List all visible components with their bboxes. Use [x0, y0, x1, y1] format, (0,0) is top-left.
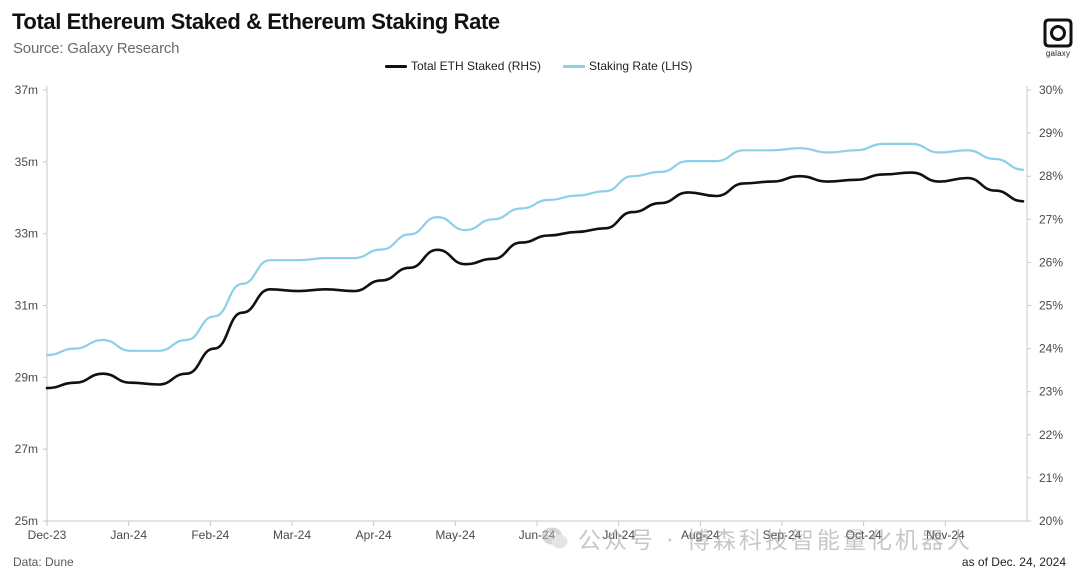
- right-axis-tick-label: 24%: [1039, 342, 1063, 356]
- right-axis-tick-label: 20%: [1039, 514, 1063, 528]
- right-axis-tick-label: 29%: [1039, 126, 1063, 140]
- chart-legend: Total ETH Staked (RHS) Staking Rate (LHS…: [385, 58, 692, 74]
- chart-title: Total Ethereum Staked & Ethereum Staking…: [12, 9, 500, 34]
- series-layer: [45, 142, 1025, 390]
- watermark: 公众号 · 博森科技智能量化机器人: [540, 520, 973, 556]
- as-of-date-note: as of Dec. 24, 2024: [961, 555, 1066, 569]
- right-axis-tick-label: 27%: [1039, 212, 1063, 226]
- axes-layer: 25m 27m 29m 31m 33m 35m 37m 20% 21% 22% 23% 24% 25% 2…: [15, 83, 1064, 542]
- legend-label-staking-rate: Staking Rate (LHS): [589, 59, 693, 73]
- x-axis-tick-label: Dec-23: [28, 528, 67, 542]
- left-axis-tick-label: 29m: [15, 370, 38, 384]
- left-axis-tick-label: 33m: [15, 227, 38, 241]
- galaxy-logo-icon: [1043, 18, 1073, 48]
- legend-item-staking-rate: Staking Rate (LHS): [563, 59, 692, 73]
- x-axis-tick-label: Jan-24: [110, 528, 147, 542]
- watermark-text: 公众号 · 博森科技智能量化机器人: [578, 528, 973, 554]
- chart-subtitle: Source: Galaxy Research: [13, 40, 180, 57]
- x-axis-tick-label: Nov-24: [926, 528, 965, 542]
- right-axis-tick-label: 26%: [1039, 255, 1063, 269]
- legend-item-eth-staked: Total ETH Staked (RHS): [385, 59, 541, 73]
- right-axis-tick-label: 23%: [1039, 385, 1063, 399]
- legend-swatch-eth-staked: [385, 64, 407, 68]
- right-axis-tick-label: 22%: [1039, 428, 1063, 442]
- right-axis-tick-label: 28%: [1039, 169, 1063, 183]
- left-axis-tick-label: 37m: [15, 83, 38, 97]
- left-axis-tick-label: 35m: [15, 155, 38, 169]
- series-line-staking-rate: [45, 142, 1025, 357]
- right-axis-tick-label: 30%: [1039, 83, 1063, 97]
- x-axis-tick-label: Mar-24: [273, 528, 311, 542]
- data-source-note: Data: Dune: [13, 555, 74, 569]
- series-line-total-eth-staked: [45, 171, 1025, 390]
- legend-label-eth-staked: Total ETH Staked (RHS): [411, 59, 542, 73]
- x-axis-tick-label: Sep-24: [763, 528, 802, 542]
- left-axis-tick-label: 31m: [15, 299, 38, 313]
- x-axis-tick-label: May-24: [435, 528, 475, 542]
- right-axis-tick-label: 21%: [1039, 471, 1063, 485]
- legend-swatch-staking-rate: [563, 64, 586, 68]
- logo-wordmark: galaxy: [1045, 49, 1071, 58]
- x-axis-tick-label: Feb-24: [191, 528, 229, 542]
- x-axis-tick-label: Apr-24: [356, 528, 392, 542]
- x-axis-tick-label: Oct-24: [846, 528, 882, 542]
- right-axis-tick-label: 25%: [1039, 299, 1063, 313]
- wechat-icon: [542, 527, 568, 549]
- x-axis-tick-label: Aug-24: [681, 528, 720, 542]
- left-axis-tick-label: 25m: [15, 514, 38, 528]
- x-axis-tick-label: Jul-24: [602, 528, 635, 542]
- left-axis-tick-label: 27m: [15, 442, 38, 456]
